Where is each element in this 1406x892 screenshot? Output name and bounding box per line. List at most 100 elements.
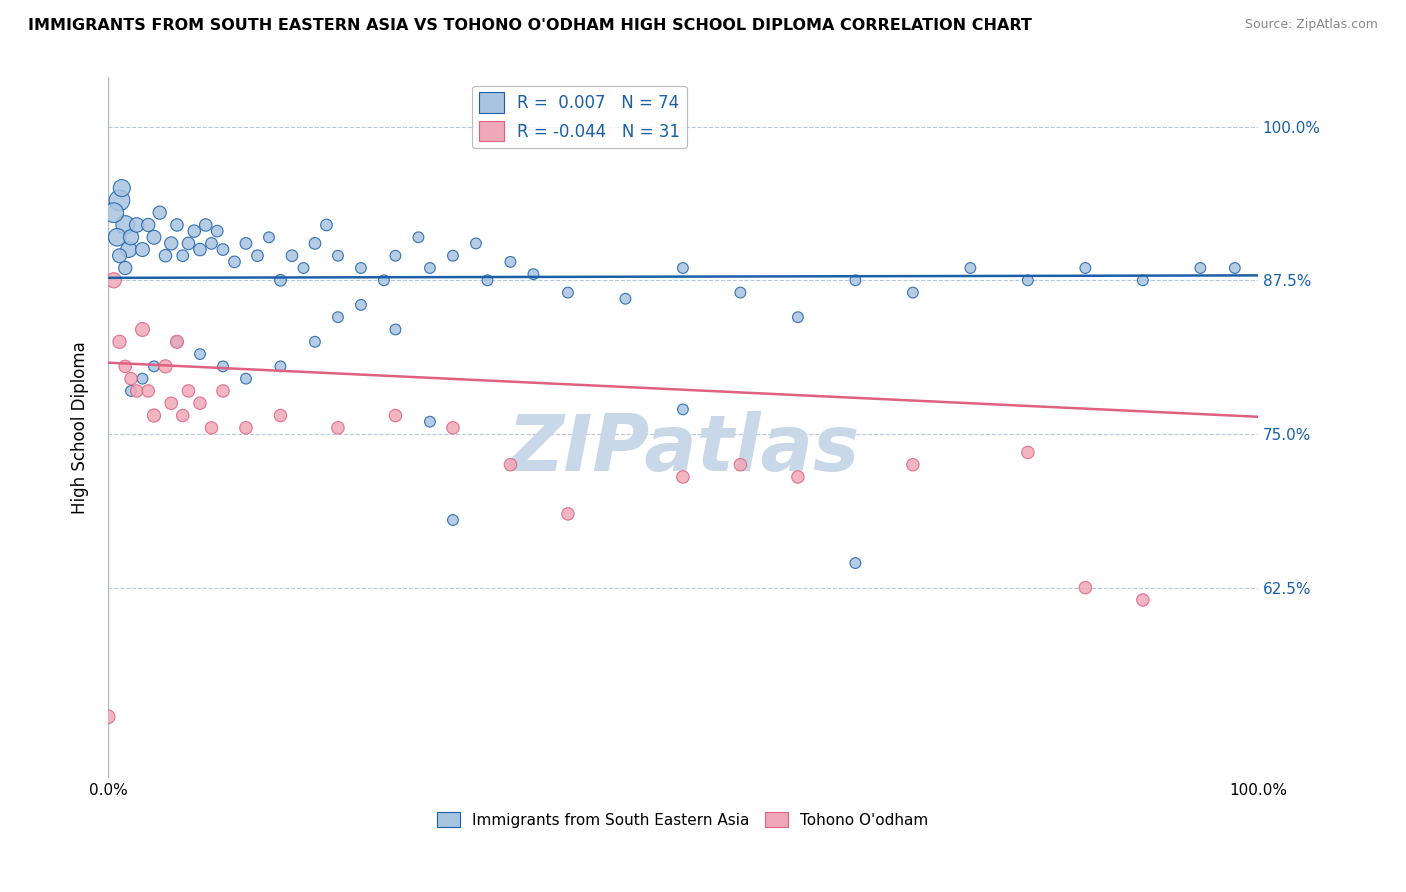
Point	[419, 415, 441, 429]
Point	[1074, 260, 1097, 275]
Point	[108, 249, 131, 263]
Point	[326, 249, 349, 263]
Point	[1132, 593, 1154, 607]
Point	[257, 230, 280, 244]
Point	[120, 230, 142, 244]
Point	[118, 243, 141, 257]
Point	[1132, 273, 1154, 287]
Point	[614, 292, 637, 306]
Point	[212, 359, 235, 374]
Point	[246, 249, 269, 263]
Point	[315, 218, 337, 232]
Point	[131, 371, 153, 385]
Point	[108, 334, 131, 349]
Point	[188, 396, 211, 410]
Point	[114, 359, 136, 374]
Point	[108, 194, 131, 208]
Point	[465, 236, 488, 251]
Point	[477, 273, 499, 287]
Point	[1017, 445, 1039, 459]
Point	[384, 409, 406, 423]
Point	[120, 371, 142, 385]
Point	[136, 384, 159, 398]
Point	[499, 458, 522, 472]
Point	[269, 359, 291, 374]
Point	[384, 322, 406, 336]
Point	[105, 230, 128, 244]
Point	[269, 409, 291, 423]
Point	[125, 218, 148, 232]
Point	[304, 334, 326, 349]
Point	[188, 347, 211, 361]
Point	[730, 285, 752, 300]
Point	[131, 243, 153, 257]
Point	[350, 260, 373, 275]
Point	[103, 273, 125, 287]
Point	[326, 421, 349, 435]
Point	[111, 181, 134, 195]
Point	[441, 249, 464, 263]
Point	[269, 273, 291, 287]
Point	[730, 458, 752, 472]
Point	[149, 205, 172, 219]
Point	[188, 243, 211, 257]
Text: ZIPatlas: ZIPatlas	[506, 411, 859, 487]
Point	[166, 218, 188, 232]
Text: IMMIGRANTS FROM SOUTH EASTERN ASIA VS TOHONO O'ODHAM HIGH SCHOOL DIPLOMA CORRELA: IMMIGRANTS FROM SOUTH EASTERN ASIA VS TO…	[28, 18, 1032, 33]
Point	[125, 384, 148, 398]
Point	[1074, 581, 1097, 595]
Point	[224, 255, 246, 269]
Point	[844, 273, 866, 287]
Point	[1017, 273, 1039, 287]
Point	[959, 260, 981, 275]
Point	[160, 396, 183, 410]
Point	[441, 421, 464, 435]
Point	[97, 710, 120, 724]
Point	[166, 334, 188, 349]
Point	[212, 243, 235, 257]
Point	[235, 371, 257, 385]
Point	[499, 255, 522, 269]
Point	[143, 359, 166, 374]
Point	[1189, 260, 1212, 275]
Point	[194, 218, 217, 232]
Point	[901, 285, 924, 300]
Point	[172, 409, 194, 423]
Point	[419, 260, 441, 275]
Point	[155, 249, 177, 263]
Point	[350, 298, 373, 312]
Legend: Immigrants from South Eastern Asia, Tohono O'odham: Immigrants from South Eastern Asia, Toho…	[432, 805, 935, 834]
Point	[131, 322, 153, 336]
Point	[1223, 260, 1246, 275]
Point	[557, 285, 579, 300]
Point	[136, 218, 159, 232]
Point	[557, 507, 579, 521]
Point	[114, 260, 136, 275]
Point	[143, 230, 166, 244]
Y-axis label: High School Diploma: High School Diploma	[72, 342, 89, 514]
Point	[672, 260, 695, 275]
Point	[172, 249, 194, 263]
Point	[672, 402, 695, 417]
Point	[901, 458, 924, 472]
Point	[844, 556, 866, 570]
Point	[281, 249, 304, 263]
Point	[235, 421, 257, 435]
Point	[183, 224, 205, 238]
Point	[408, 230, 430, 244]
Point	[155, 359, 177, 374]
Point	[120, 384, 142, 398]
Point	[235, 236, 257, 251]
Point	[304, 236, 326, 251]
Text: Source: ZipAtlas.com: Source: ZipAtlas.com	[1244, 18, 1378, 31]
Point	[166, 334, 188, 349]
Point	[373, 273, 395, 287]
Point	[143, 409, 166, 423]
Point	[177, 236, 200, 251]
Point	[292, 260, 315, 275]
Point	[160, 236, 183, 251]
Point	[212, 384, 235, 398]
Point	[522, 267, 544, 281]
Point	[786, 310, 808, 325]
Point	[441, 513, 464, 527]
